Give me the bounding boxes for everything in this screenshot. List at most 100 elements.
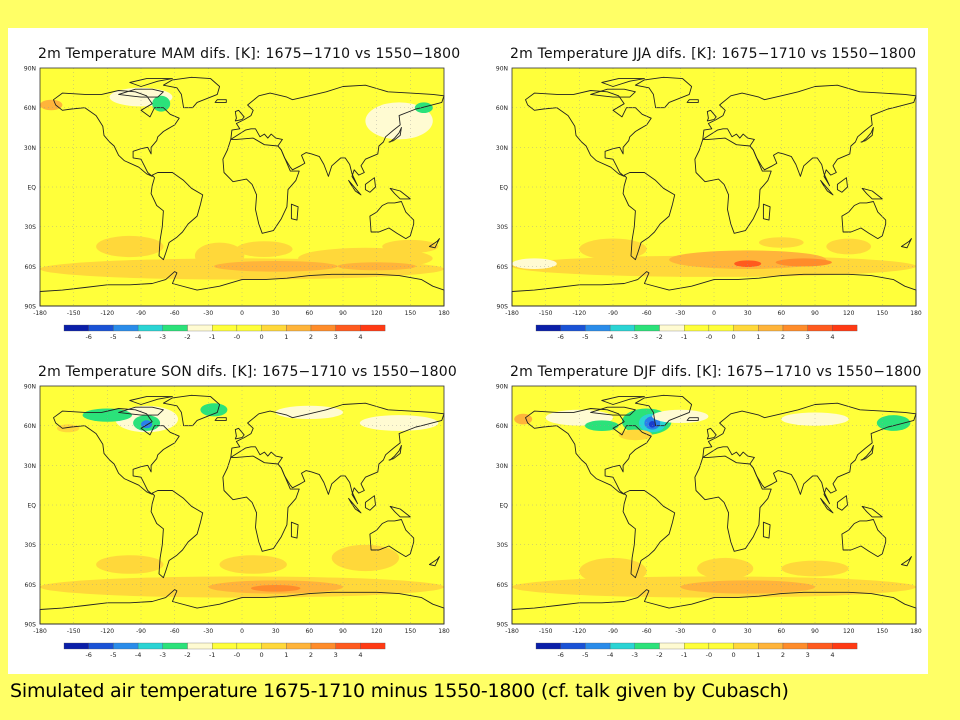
coastline	[702, 84, 917, 187]
lon-tick-label: -180	[33, 628, 47, 635]
colorbar-swatch	[310, 642, 336, 650]
lon-tick-label: -60	[642, 310, 652, 317]
lat-tick-label: 90S	[25, 304, 37, 311]
panel-title: 2m Temperature JJA difs. [K]: 1675−1710 …	[510, 46, 917, 62]
colorbar-label: -0	[706, 333, 712, 341]
colorbar-swatch	[137, 324, 163, 332]
lon-tick-label: -150	[539, 628, 553, 635]
coastline	[511, 589, 917, 625]
anomaly-patch	[194, 242, 245, 269]
coastline	[369, 519, 415, 558]
colorbar-swatch	[535, 324, 561, 332]
anomaly-patch	[826, 238, 872, 255]
colorbar-label: -2	[184, 651, 190, 659]
colorbar-swatch	[137, 642, 163, 650]
lon-tick-label: 30	[272, 310, 280, 317]
lon-tick-label: 60	[305, 628, 313, 635]
map-layer	[511, 67, 917, 307]
lon-tick-label: 60	[777, 628, 785, 635]
anomaly-patch	[200, 403, 228, 417]
colorbar-label: -6	[85, 651, 91, 659]
colorbar-swatch	[659, 324, 685, 332]
coastline	[150, 172, 204, 261]
lat-tick-label: 90S	[497, 622, 509, 629]
lon-tick-label: 120	[371, 628, 383, 635]
coastline	[601, 396, 645, 405]
lat-tick-label: 30N	[24, 463, 36, 470]
colorbar-swatch	[807, 642, 833, 650]
lon-tick-label: -30	[203, 628, 213, 635]
lat-tick-label: 60N	[496, 423, 508, 430]
anomaly-patch	[219, 555, 287, 574]
anomaly-patch	[40, 99, 63, 111]
lat-tick-label: 30S	[25, 224, 37, 231]
coastline	[39, 271, 445, 307]
colorbar-swatch	[360, 324, 386, 332]
colorbar-label: -4	[135, 651, 141, 659]
colorbar-label: 3	[806, 651, 810, 659]
colorbar-swatch	[708, 642, 734, 650]
anomaly-patch	[758, 237, 804, 248]
colorbar-label: -3	[632, 333, 638, 341]
colorbar-swatch	[535, 642, 561, 650]
coastline	[836, 495, 848, 511]
coastline	[348, 497, 362, 514]
lon-tick-label: 0	[240, 628, 244, 635]
lat-tick-label: 90N	[24, 66, 36, 73]
figure-sheet: 2m Temperature MAM difs. [K]: 1675−1710 …	[8, 28, 928, 674]
anomaly-patch	[214, 261, 338, 272]
coastline	[525, 408, 652, 495]
colorbar-label: -1	[681, 651, 687, 659]
colorbar-label: -5	[582, 651, 588, 659]
lon-tick-label: 180	[438, 628, 450, 635]
coastline	[129, 396, 173, 405]
coastline	[525, 90, 652, 177]
lon-tick-label: 150	[877, 310, 889, 317]
colorbar-label: -3	[632, 651, 638, 659]
colorbar-swatch	[659, 642, 685, 650]
colorbar-label: -5	[110, 651, 116, 659]
map-layer	[39, 385, 445, 625]
colorbar-swatch	[360, 642, 386, 650]
lon-tick-label: 120	[843, 628, 855, 635]
colorbar-label: -2	[656, 333, 662, 341]
colorbar-label: -3	[160, 333, 166, 341]
coastline	[860, 445, 874, 461]
panel-son: 2m Temperature SON difs. [K]: 1675−1710 …	[12, 362, 457, 662]
colorbar-swatch	[113, 324, 139, 332]
colorbar-label: -0	[234, 651, 240, 659]
colorbar-swatch	[585, 642, 611, 650]
coastline	[129, 78, 173, 87]
coastline	[702, 402, 917, 505]
colorbar-label: -6	[557, 333, 563, 341]
lon-tick-label: 30	[744, 628, 752, 635]
colorbar-swatch	[733, 324, 759, 332]
coastline	[222, 455, 300, 552]
anomaly-patch	[734, 260, 762, 267]
lon-tick-label: 0	[240, 310, 244, 317]
anomaly-patch	[382, 239, 439, 254]
colorbar-label: -3	[160, 651, 166, 659]
map-frame	[39, 385, 445, 625]
coastline	[214, 417, 227, 421]
lon-tick-label: -60	[170, 310, 180, 317]
colorbar-label: -6	[557, 651, 563, 659]
colorbar-label: -4	[607, 333, 613, 341]
coastline	[162, 394, 221, 427]
colorbar-swatch	[585, 324, 611, 332]
lon-tick-label: -30	[203, 310, 213, 317]
panel-jja: 2m Temperature JJA difs. [K]: 1675−1710 …	[484, 44, 924, 344]
map-layer	[39, 67, 445, 307]
anomaly-patch	[275, 405, 343, 419]
lon-tick-label: 120	[371, 310, 383, 317]
coastline	[389, 505, 411, 518]
lon-tick-label: 30	[744, 310, 752, 317]
colorbar-label: -2	[656, 651, 662, 659]
colorbar-swatch	[807, 324, 833, 332]
anomaly-patch	[359, 415, 439, 431]
coastline	[150, 490, 204, 579]
colorbar-swatch	[261, 642, 287, 650]
lat-tick-label: 30S	[497, 224, 509, 231]
lon-tick-label: -120	[572, 628, 586, 635]
lat-tick-label: 30N	[24, 145, 36, 152]
